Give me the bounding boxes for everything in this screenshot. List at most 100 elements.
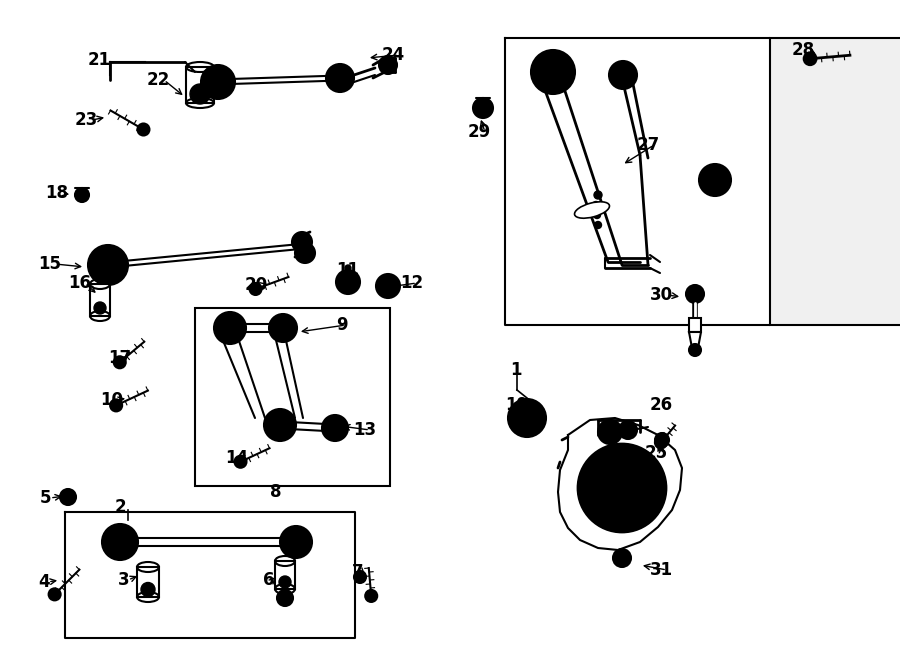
Circle shape: [79, 192, 85, 198]
Circle shape: [545, 64, 561, 80]
Circle shape: [365, 590, 377, 602]
Circle shape: [473, 98, 493, 118]
Circle shape: [613, 549, 631, 567]
Ellipse shape: [574, 202, 609, 218]
Polygon shape: [558, 418, 682, 550]
Circle shape: [345, 265, 351, 271]
Circle shape: [297, 237, 307, 247]
Circle shape: [75, 188, 89, 202]
Circle shape: [519, 410, 535, 426]
Text: 1: 1: [510, 361, 521, 379]
Bar: [137, 567, 159, 597]
Text: 2: 2: [115, 498, 127, 516]
Text: 21: 21: [88, 51, 111, 69]
Circle shape: [138, 124, 149, 136]
Circle shape: [278, 323, 288, 333]
Text: 28: 28: [792, 41, 815, 59]
Text: 11: 11: [336, 261, 359, 279]
Text: 17: 17: [108, 349, 131, 367]
Text: 18: 18: [45, 184, 68, 202]
Circle shape: [264, 409, 296, 441]
Circle shape: [249, 283, 262, 295]
Circle shape: [605, 427, 615, 437]
Circle shape: [653, 483, 663, 493]
Text: 10: 10: [100, 391, 123, 409]
Text: 5: 5: [40, 489, 51, 507]
Circle shape: [594, 191, 602, 199]
Bar: [90, 284, 110, 316]
Text: 19: 19: [505, 396, 528, 414]
Polygon shape: [770, 38, 900, 325]
Circle shape: [49, 589, 60, 600]
Circle shape: [102, 524, 138, 560]
Text: 4: 4: [38, 573, 50, 591]
Circle shape: [686, 285, 704, 303]
Circle shape: [113, 535, 127, 549]
Circle shape: [100, 257, 116, 273]
Circle shape: [280, 526, 312, 558]
Circle shape: [588, 462, 598, 472]
Circle shape: [343, 277, 353, 287]
Circle shape: [88, 245, 128, 285]
Circle shape: [628, 517, 638, 527]
Text: 31: 31: [650, 561, 673, 579]
Circle shape: [277, 590, 293, 606]
Circle shape: [578, 444, 666, 532]
Circle shape: [290, 536, 302, 548]
Text: 13: 13: [353, 421, 376, 439]
Circle shape: [113, 356, 126, 368]
Circle shape: [508, 399, 546, 437]
Text: 3: 3: [118, 571, 130, 589]
Text: 25: 25: [645, 444, 668, 462]
Circle shape: [598, 420, 622, 444]
Polygon shape: [505, 38, 770, 325]
Text: 15: 15: [38, 255, 61, 273]
Circle shape: [326, 64, 354, 92]
Circle shape: [618, 70, 628, 80]
Text: 30: 30: [650, 286, 673, 304]
Circle shape: [376, 274, 400, 298]
Circle shape: [628, 449, 638, 459]
Circle shape: [354, 571, 366, 583]
Circle shape: [60, 489, 76, 505]
Circle shape: [617, 553, 627, 563]
Circle shape: [212, 76, 224, 88]
Text: 8: 8: [270, 483, 282, 501]
Text: 22: 22: [147, 71, 170, 89]
Text: 26: 26: [650, 396, 673, 414]
Circle shape: [609, 61, 637, 89]
Text: 16: 16: [68, 274, 91, 292]
Circle shape: [330, 423, 340, 433]
Circle shape: [190, 84, 210, 104]
Text: 24: 24: [382, 46, 405, 64]
Circle shape: [235, 455, 247, 468]
Text: 9: 9: [336, 316, 347, 334]
Circle shape: [655, 436, 667, 448]
Circle shape: [201, 65, 235, 99]
Circle shape: [588, 504, 598, 514]
Circle shape: [292, 232, 312, 252]
Circle shape: [295, 243, 315, 263]
Circle shape: [655, 433, 669, 447]
Circle shape: [322, 415, 348, 441]
Circle shape: [593, 211, 600, 218]
Circle shape: [300, 248, 310, 258]
Text: 6: 6: [263, 571, 274, 589]
Circle shape: [141, 583, 155, 596]
Circle shape: [707, 172, 723, 188]
Circle shape: [379, 56, 397, 74]
Circle shape: [384, 61, 392, 69]
Text: 27: 27: [637, 136, 661, 154]
Circle shape: [336, 270, 360, 294]
Circle shape: [619, 421, 637, 439]
Circle shape: [699, 164, 731, 196]
Circle shape: [279, 576, 291, 588]
Circle shape: [335, 73, 345, 83]
Circle shape: [94, 302, 106, 314]
Bar: [689, 318, 701, 332]
Text: 29: 29: [468, 123, 491, 141]
Circle shape: [274, 419, 286, 431]
Circle shape: [612, 478, 632, 498]
Polygon shape: [65, 512, 355, 638]
Circle shape: [594, 460, 650, 516]
